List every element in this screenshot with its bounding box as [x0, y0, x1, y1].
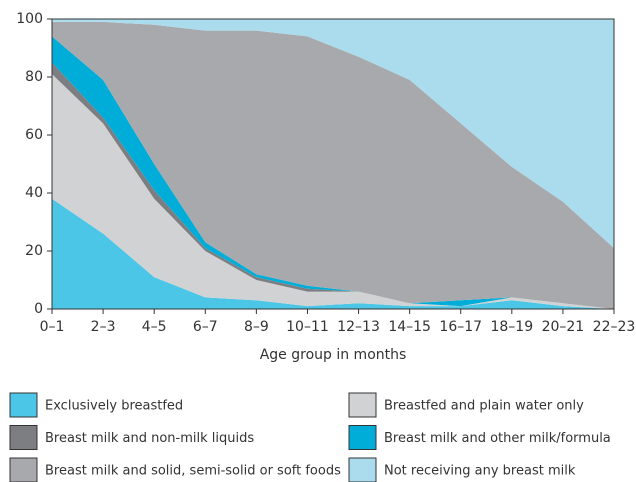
legend-swatch: [348, 457, 377, 482]
area: [52, 198, 614, 309]
x-axis-title: Age group in months: [260, 347, 407, 363]
y-tick-label: 100: [16, 11, 43, 27]
x-tick-label: 22–23: [593, 319, 636, 335]
x-tick-label: 8–9: [244, 319, 269, 335]
y-tick-label: 60: [25, 127, 43, 143]
legend-label: Breast milk and other milk/formula: [384, 431, 611, 446]
x-tick-label: 10–11: [286, 319, 329, 335]
x-tick-label: 4–5: [142, 319, 167, 335]
legend-label: Exclusively breastfed: [45, 399, 183, 414]
x-tick-label: 20–21: [542, 319, 585, 335]
x-tick-label: 16–17: [439, 319, 482, 335]
legend-label: Breast milk and solid, semi-solid or sof…: [45, 464, 341, 479]
x-tick-label: 0–1: [40, 319, 65, 335]
legend-label: Breast milk and non-milk liquids: [45, 431, 254, 446]
x-tick-label: 6–7: [193, 319, 218, 335]
legend-swatch: [9, 425, 38, 450]
y-tick-label: 80: [25, 69, 43, 85]
legend-swatch: [9, 457, 38, 482]
area: [52, 74, 614, 309]
legend-swatch: [348, 392, 377, 418]
x-tick-label: 14–15: [388, 319, 431, 335]
x-tick-label: 18–19: [490, 319, 533, 335]
area: [52, 19, 614, 249]
legend-label: Not receiving any breast milk: [384, 464, 576, 479]
y-tick-label: 40: [25, 185, 43, 201]
y-tick-label: 0: [34, 301, 43, 317]
y-tick-label: 20: [25, 243, 43, 259]
plot-frame: [51, 18, 615, 310]
x-tick-label: 12–13: [337, 319, 380, 335]
legend-swatch: [348, 425, 377, 450]
area: [52, 21, 614, 310]
legend-label: Breastfed and plain water only: [384, 399, 584, 414]
legend-swatch: [9, 392, 38, 418]
x-tick-label: 2–3: [91, 319, 116, 335]
